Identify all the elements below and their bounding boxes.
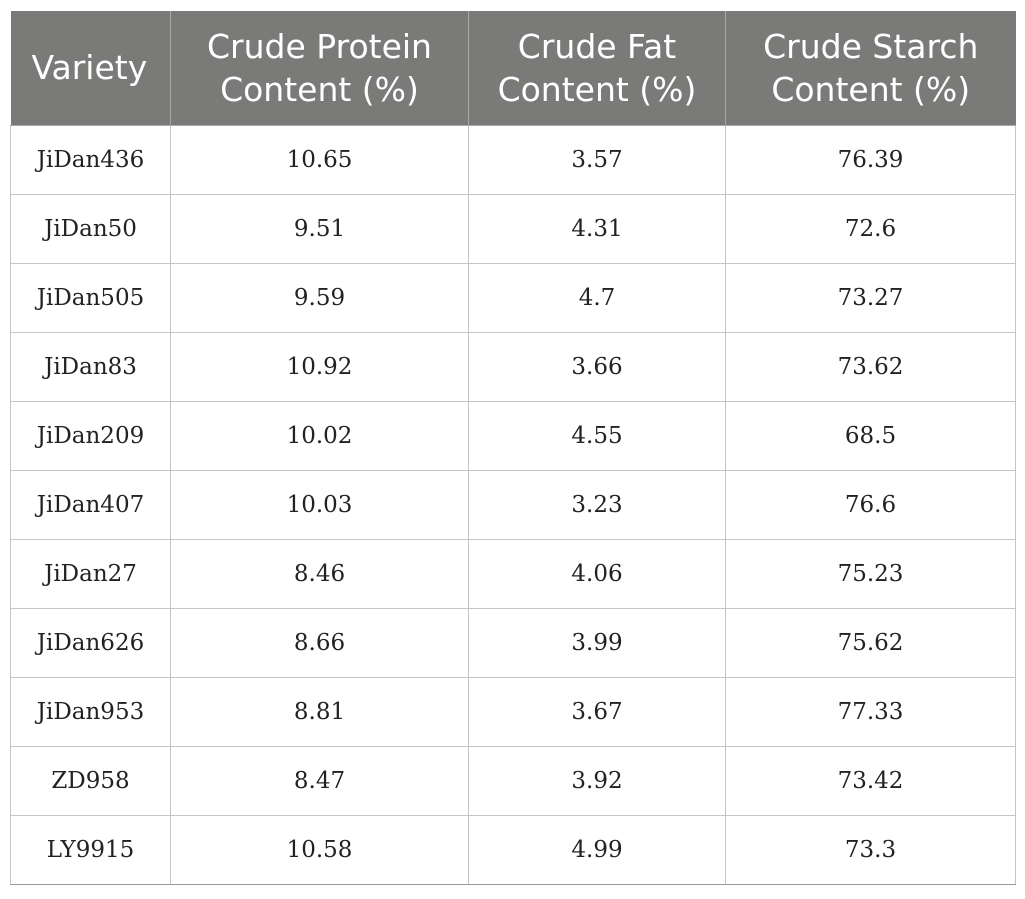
composition-table: Variety Crude Protein Content (%) Crude … (10, 11, 1016, 885)
cell-variety: JiDan436 (10, 124, 171, 195)
cell-crude-starch: 73.27 (725, 262, 1016, 333)
cell-crude-fat: 4.7 (468, 262, 726, 333)
cell-crude-fat: 3.67 (468, 676, 726, 747)
cell-crude-starch: 73.3 (725, 814, 1016, 885)
cell-crude-fat: 4.31 (468, 193, 726, 264)
cell-crude-protein: 10.65 (170, 124, 469, 195)
cell-crude-starch: 75.23 (725, 538, 1016, 609)
table-row: JiDan83 10.92 3.66 73.62 (10, 331, 1016, 402)
header-crude-fat: Crude Fat Content (%) (468, 11, 726, 126)
table-row: JiDan505 9.59 4.7 73.27 (10, 262, 1016, 333)
cell-variety: LY9915 (10, 814, 171, 885)
cell-variety: JiDan953 (10, 676, 171, 747)
cell-crude-fat: 3.92 (468, 745, 726, 816)
table-row: JiDan209 10.02 4.55 68.5 (10, 400, 1016, 471)
cell-variety: JiDan505 (10, 262, 171, 333)
table-row: JiDan626 8.66 3.99 75.62 (10, 607, 1016, 678)
cell-crude-fat: 3.23 (468, 469, 726, 540)
header-variety: Variety (10, 11, 171, 126)
table-header: Variety Crude Protein Content (%) Crude … (10, 11, 1016, 126)
cell-crude-fat: 3.99 (468, 607, 726, 678)
cell-crude-protein: 9.51 (170, 193, 469, 264)
cell-crude-starch: 75.62 (725, 607, 1016, 678)
cell-crude-fat: 4.99 (468, 814, 726, 885)
cell-crude-starch: 73.62 (725, 331, 1016, 402)
header-crude-protein: Crude Protein Content (%) (170, 11, 469, 126)
cell-crude-fat: 3.66 (468, 331, 726, 402)
cell-crude-protein: 8.46 (170, 538, 469, 609)
cell-crude-fat: 4.55 (468, 400, 726, 471)
cell-crude-fat: 3.57 (468, 124, 726, 195)
cell-crude-starch: 77.33 (725, 676, 1016, 747)
header-crude-starch: Crude Starch Content (%) (725, 11, 1016, 126)
cell-crude-protein: 10.02 (170, 400, 469, 471)
cell-crude-protein: 8.81 (170, 676, 469, 747)
table-row: JiDan436 10.65 3.57 76.39 (10, 124, 1016, 195)
table-row: JiDan407 10.03 3.23 76.6 (10, 469, 1016, 540)
table-row: JiDan953 8.81 3.67 77.33 (10, 676, 1016, 747)
cell-crude-protein: 8.66 (170, 607, 469, 678)
cell-crude-protein: 10.92 (170, 331, 469, 402)
cell-crude-starch: 68.5 (725, 400, 1016, 471)
cell-crude-starch: 76.6 (725, 469, 1016, 540)
cell-crude-starch: 73.42 (725, 745, 1016, 816)
table-row: ZD958 8.47 3.92 73.42 (10, 745, 1016, 816)
cell-variety: JiDan626 (10, 607, 171, 678)
cell-crude-protein: 8.47 (170, 745, 469, 816)
cell-variety: JiDan83 (10, 331, 171, 402)
cell-crude-protein: 10.58 (170, 814, 469, 885)
cell-variety: JiDan209 (10, 400, 171, 471)
cell-crude-fat: 4.06 (468, 538, 726, 609)
cell-crude-starch: 72.6 (725, 193, 1016, 264)
cell-variety: JiDan407 (10, 469, 171, 540)
cell-variety: JiDan50 (10, 193, 171, 264)
cell-crude-protein: 10.03 (170, 469, 469, 540)
table-body: JiDan436 10.65 3.57 76.39 JiDan50 9.51 4… (10, 124, 1016, 885)
table-row: LY9915 10.58 4.99 73.3 (10, 814, 1016, 885)
header-row: Variety Crude Protein Content (%) Crude … (10, 11, 1016, 126)
cell-crude-starch: 76.39 (725, 124, 1016, 195)
table-row: JiDan27 8.46 4.06 75.23 (10, 538, 1016, 609)
cell-variety: JiDan27 (10, 538, 171, 609)
cell-variety: ZD958 (10, 745, 171, 816)
table-row: JiDan50 9.51 4.31 72.6 (10, 193, 1016, 264)
cell-crude-protein: 9.59 (170, 262, 469, 333)
